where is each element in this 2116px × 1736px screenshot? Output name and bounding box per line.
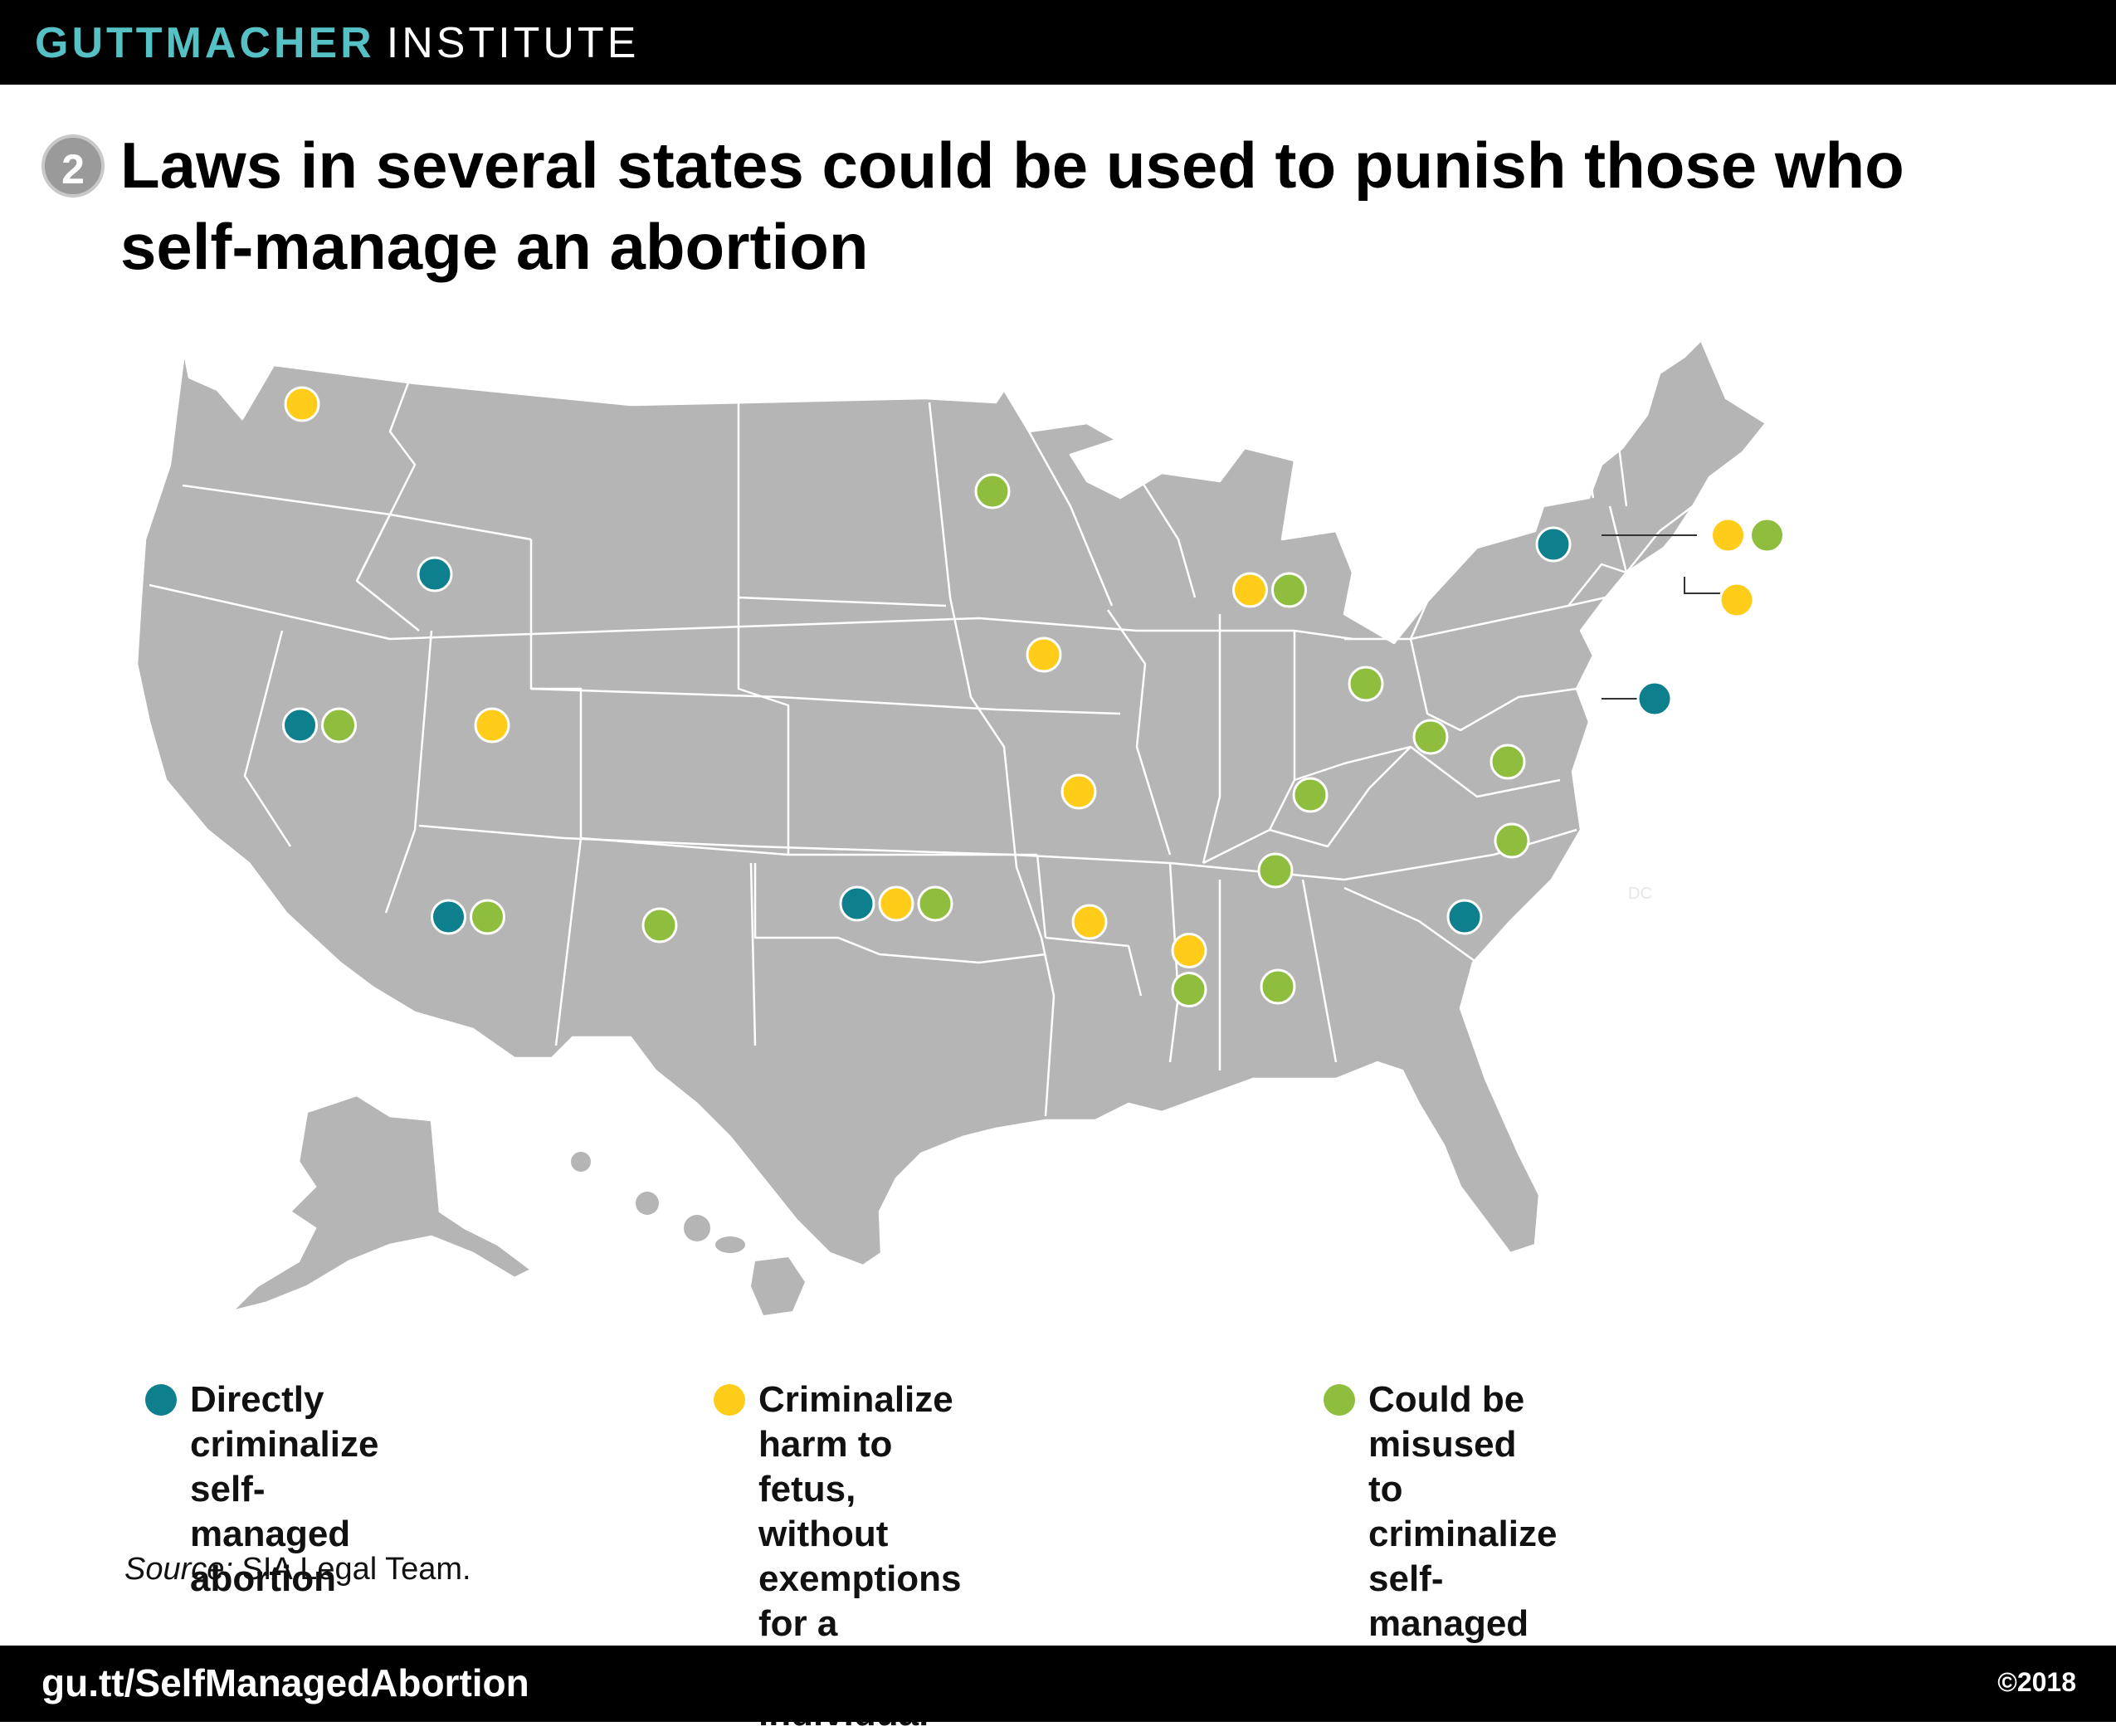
legend-label-misuse: Could be misused to criminalize self-man… bbox=[1368, 1379, 1558, 1689]
legend-dot-direct bbox=[145, 1384, 177, 1416]
marker-nc-misuse bbox=[1494, 822, 1530, 859]
marker-az-misuse bbox=[470, 899, 505, 935]
marker-mo-fetus bbox=[1060, 773, 1097, 810]
footer-bar: gu.tt/SelfManagedAbortion ©2018 bbox=[0, 1646, 2116, 1722]
marker-sc-direct bbox=[1446, 899, 1483, 935]
guttmacher-logo: GUTTMACHER INSTITUTE bbox=[35, 19, 640, 67]
marker-nv-direct bbox=[282, 707, 318, 744]
alaska-shape bbox=[228, 1094, 534, 1314]
marker-ms-fetus bbox=[1171, 933, 1207, 968]
marker-ma-fetus bbox=[1710, 517, 1746, 553]
marker-ar-fetus bbox=[1071, 904, 1108, 940]
marker-ma-misuse bbox=[1749, 517, 1785, 553]
legend-dot-misuse bbox=[1324, 1384, 1355, 1416]
marker-ms-misuse bbox=[1171, 972, 1207, 1007]
hawaii-shape bbox=[571, 1152, 805, 1315]
marker-va-misuse bbox=[1489, 744, 1526, 780]
figure-number-badge: 2 bbox=[41, 134, 105, 197]
header-bar: GUTTMACHER INSTITUTE bbox=[0, 0, 2116, 85]
marker-tn-misuse bbox=[1257, 852, 1294, 889]
contiguous-us-shape bbox=[135, 339, 1767, 1267]
marker-ri-fetus bbox=[1719, 582, 1755, 618]
marker-ia-fetus bbox=[1026, 636, 1062, 673]
footer-url[interactable]: gu.tt/SelfManagedAbortion bbox=[41, 1661, 529, 1704]
marker-wv-misuse bbox=[1412, 719, 1449, 755]
state-markers bbox=[282, 386, 1785, 1007]
marker-ok-fetus bbox=[878, 885, 914, 922]
marker-mn-misuse bbox=[974, 473, 1011, 510]
map-land bbox=[135, 339, 1767, 1267]
marker-de-direct bbox=[1636, 680, 1673, 717]
state-borders bbox=[149, 364, 1694, 1117]
marker-mi-fetus bbox=[1232, 572, 1268, 608]
marker-mi-misuse bbox=[1271, 572, 1307, 608]
marker-ut-fetus bbox=[474, 707, 510, 744]
marker-wa-fetus bbox=[284, 386, 320, 422]
marker-ny-direct bbox=[1535, 526, 1572, 563]
source-note: Source: SIA Legal Team. bbox=[124, 1552, 471, 1587]
marker-ky-misuse bbox=[1292, 777, 1329, 813]
marker-oh-misuse bbox=[1348, 666, 1384, 702]
callout-lines bbox=[1602, 534, 1724, 700]
marker-nv-misuse bbox=[321, 707, 357, 744]
marker-nm-misuse bbox=[641, 907, 678, 944]
page-title: Laws in several states could be used to … bbox=[120, 129, 1904, 283]
marker-id-direct bbox=[417, 556, 453, 592]
marker-ok-direct bbox=[839, 885, 875, 922]
us-map: DC bbox=[135, 339, 1785, 1315]
marker-ok-misuse bbox=[917, 885, 953, 922]
marker-az-direct bbox=[431, 899, 466, 935]
legend-label-direct: Directly criminalize self-managed aborti… bbox=[190, 1379, 379, 1599]
footer-copyright: ©2018 bbox=[1997, 1667, 2076, 1697]
dc-label: DC bbox=[1628, 885, 1652, 903]
marker-al-misuse bbox=[1260, 968, 1296, 1005]
legend-dot-fetus bbox=[714, 1384, 745, 1416]
